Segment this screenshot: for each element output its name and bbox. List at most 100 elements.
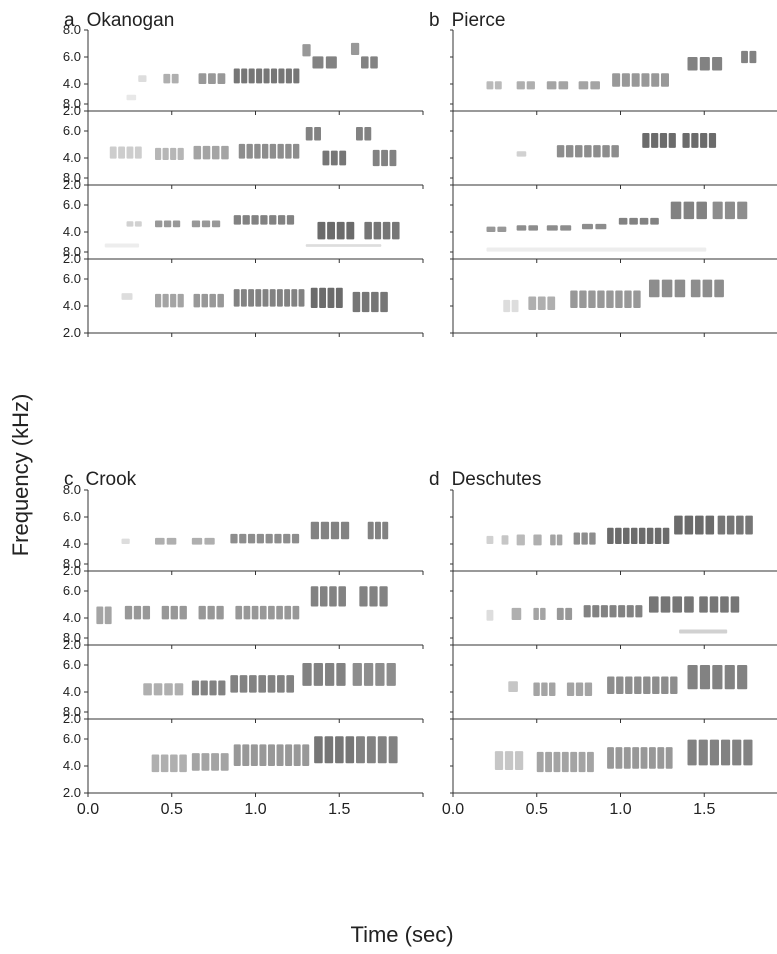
spectrogram-row xyxy=(450,563,777,649)
spectrogram-note xyxy=(670,676,678,695)
spectrogram-note xyxy=(556,145,565,158)
y-tick-label: 2.0 xyxy=(63,103,81,118)
spectrogram-note xyxy=(533,607,539,621)
spectrogram-note xyxy=(269,215,277,225)
spectrogram-note xyxy=(174,683,184,696)
spectrogram-note xyxy=(646,527,654,544)
spectrogram-note xyxy=(528,225,538,231)
spectrogram-note xyxy=(242,215,250,225)
spectrogram-note xyxy=(581,223,593,230)
spectrogram-note xyxy=(346,221,355,240)
spectrogram-note xyxy=(166,537,177,545)
spectrogram-note xyxy=(325,56,337,69)
spectrogram-note xyxy=(277,675,285,693)
spectrogram-note xyxy=(179,754,187,773)
spectrogram-note xyxy=(260,215,268,225)
spectrogram-note xyxy=(578,751,586,773)
spectrogram-note xyxy=(258,675,267,693)
spectrogram-note xyxy=(639,217,649,225)
spectrogram-note xyxy=(278,68,285,84)
spectrogram-note xyxy=(305,244,382,247)
spectrogram-note xyxy=(546,225,558,231)
spectrogram-note xyxy=(208,73,216,84)
spectrogram-note xyxy=(350,42,360,55)
spectrogram-note xyxy=(155,220,163,228)
spectrogram-note xyxy=(556,534,563,546)
panel-letter: d xyxy=(429,469,440,490)
spectrogram-note xyxy=(612,73,621,87)
y-tick-label: 6.0 xyxy=(63,197,81,212)
spectrogram-note xyxy=(737,665,748,690)
y-tick-label: 8.0 xyxy=(63,482,81,497)
spectrogram-note xyxy=(371,291,379,313)
spectrogram-note xyxy=(209,293,216,308)
spectrogram-note xyxy=(651,133,659,148)
spectrogram-note xyxy=(615,747,623,769)
spectrogram-note xyxy=(138,75,147,82)
spectrogram-note xyxy=(364,221,372,240)
spectrogram-note xyxy=(336,662,346,686)
spectrogram-note xyxy=(602,145,610,158)
spectrogram-note xyxy=(516,534,525,546)
spectrogram-note xyxy=(494,751,504,771)
x-tick-label: 0.5 xyxy=(161,801,183,818)
spectrogram-note xyxy=(322,150,330,166)
spectrogram-note xyxy=(284,605,292,620)
spectrogram-note xyxy=(211,220,221,228)
panel-title: b Pierce xyxy=(429,10,505,31)
spectrogram-note xyxy=(640,747,648,769)
spectrogram-note xyxy=(170,293,177,308)
y-tick-label: 6.0 xyxy=(63,509,81,524)
spectrogram-note xyxy=(737,201,748,220)
spectrogram-note xyxy=(161,605,170,620)
spectrogram-note xyxy=(533,534,542,546)
spectrogram-note xyxy=(276,605,283,620)
spectrogram-note xyxy=(691,133,699,148)
x-tick-label: 1.5 xyxy=(693,801,715,818)
spectrogram-row xyxy=(450,29,777,115)
y-tick-label: 6.0 xyxy=(63,731,81,746)
y-tick-label: 4.0 xyxy=(63,758,81,773)
x-tick-label: 0.0 xyxy=(442,801,464,818)
spectrogram-note xyxy=(302,44,311,57)
spectrogram-note xyxy=(724,665,735,690)
spectrogram-note xyxy=(682,133,690,148)
spectrogram-note xyxy=(631,73,640,87)
spectrogram-note xyxy=(317,221,326,240)
spectrogram-note xyxy=(590,81,600,90)
spectrogram-note xyxy=(726,515,735,535)
spectrogram-note xyxy=(587,751,594,773)
spectrogram-note xyxy=(702,279,713,298)
spectrogram-note xyxy=(621,73,630,87)
spectrogram-note xyxy=(589,532,596,545)
spectrogram-note xyxy=(698,739,708,766)
spectrogram-note xyxy=(155,293,162,308)
spectrogram-note xyxy=(516,225,527,231)
spectrogram-note xyxy=(579,290,587,309)
spectrogram-note xyxy=(198,73,207,84)
spectrogram-note xyxy=(570,290,578,309)
spectrogram-note xyxy=(745,515,753,535)
spectrogram-note xyxy=(714,279,724,298)
y-tick-label: 8.0 xyxy=(63,96,81,111)
spectrogram-note xyxy=(293,68,300,84)
spectrogram-note xyxy=(699,665,711,690)
spectrogram-note xyxy=(699,57,710,71)
spectrogram-note xyxy=(533,682,540,697)
spectrogram-note xyxy=(143,683,152,696)
y-tick-label: 4.0 xyxy=(63,76,81,91)
spectrogram-note xyxy=(528,296,537,311)
spectrogram-note xyxy=(375,662,385,686)
spectrogram-note xyxy=(690,279,701,298)
spectrogram-note xyxy=(269,289,276,307)
spectrogram-note xyxy=(623,747,631,769)
spectrogram-note xyxy=(162,147,169,161)
spectrogram-note xyxy=(501,535,509,545)
spectrogram-note xyxy=(109,146,117,159)
spectrogram-note xyxy=(570,751,578,773)
spectrogram-note xyxy=(708,133,717,148)
spectrogram-note xyxy=(595,223,607,230)
spectrogram-note xyxy=(730,596,740,613)
spectrogram-note xyxy=(121,293,133,300)
